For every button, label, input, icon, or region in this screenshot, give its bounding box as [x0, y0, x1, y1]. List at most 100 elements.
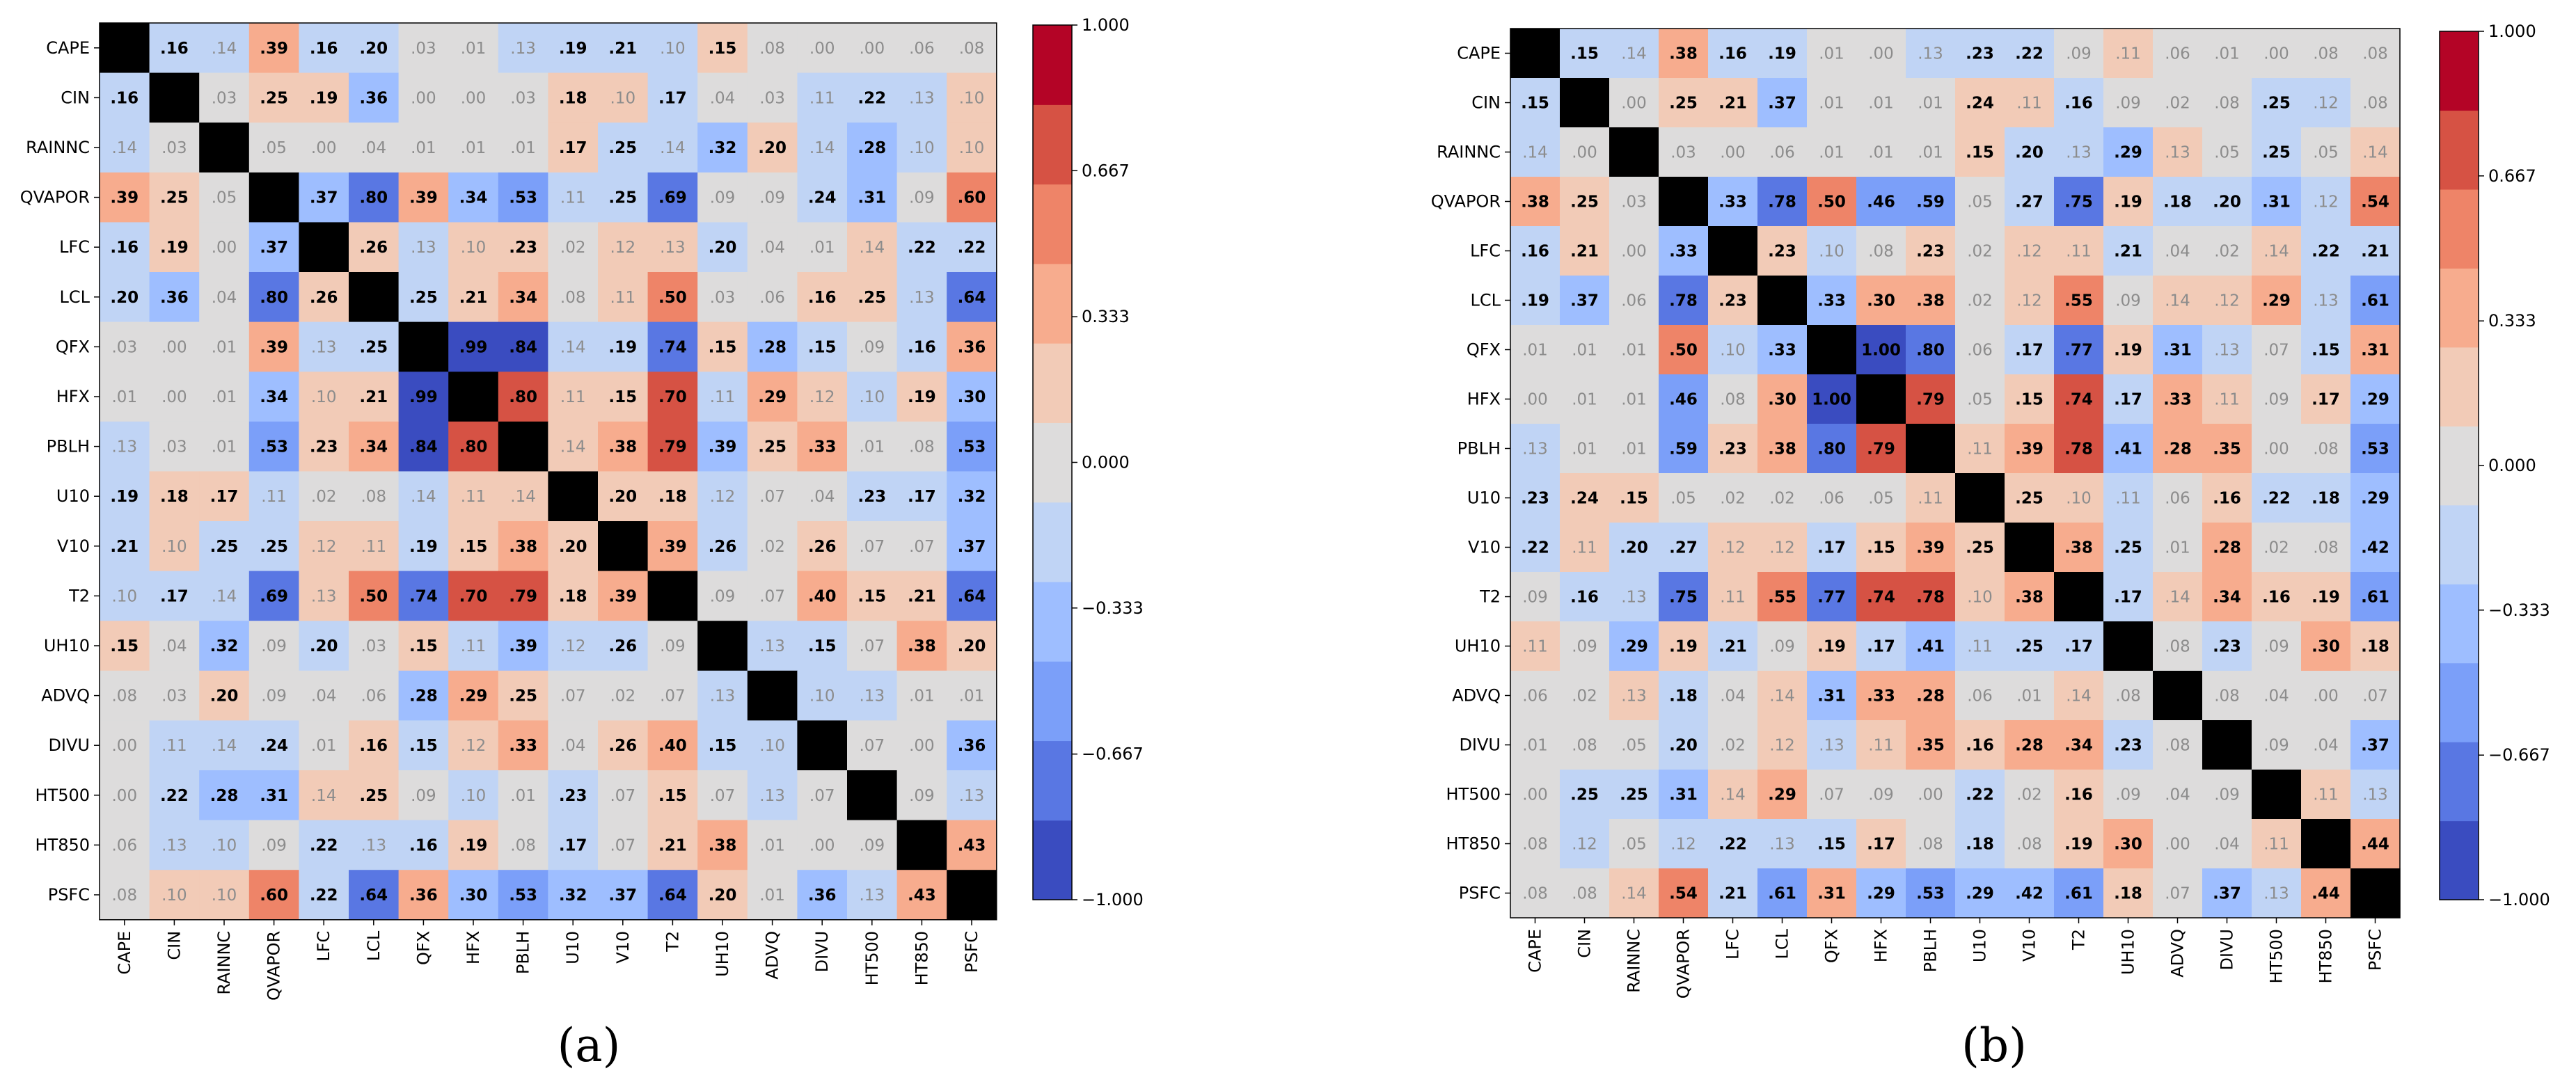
- heatmap-cell: [1609, 473, 1659, 523]
- cell-value-label: .07: [710, 787, 736, 805]
- cell-value-label: .25: [359, 338, 388, 356]
- heatmap-cell: [398, 372, 449, 422]
- cell-value-label: .10: [860, 388, 885, 406]
- heatmap-cell: [697, 222, 748, 273]
- heatmap-cell: [448, 272, 499, 323]
- cell-value-label: .25: [409, 289, 438, 307]
- cell-value-label: .69: [260, 587, 288, 605]
- heatmap-cell: [1659, 276, 1709, 326]
- colorbar-bin: [1033, 502, 1072, 582]
- heatmap-cell: [647, 421, 698, 472]
- cell-value-label: .01: [1819, 45, 1844, 63]
- cell-value-label: .25: [509, 687, 537, 706]
- cell-value-label: .00: [2263, 440, 2289, 459]
- cell-value-label: .09: [261, 637, 287, 655]
- cell-value-label: .15: [459, 538, 488, 556]
- y-tick-label: U10: [56, 486, 90, 506]
- cell-value-label: .14: [2066, 687, 2092, 706]
- cell-value-label: .61: [1768, 885, 1796, 903]
- heatmap-cell: [1906, 177, 1956, 227]
- x-tick-label: V10: [613, 931, 633, 964]
- cell-value-label: .25: [758, 438, 787, 456]
- heatmap-cell: [1659, 78, 1709, 128]
- cell-value-label: .05: [1621, 836, 1647, 854]
- heatmap-cell: [697, 670, 748, 721]
- cell-value-label: .59: [1916, 193, 1945, 212]
- y-tick-label: LFC: [59, 237, 90, 257]
- colorbar-bin: [2440, 662, 2479, 742]
- heatmap-cell: [1807, 78, 1857, 128]
- y-tick-label: PSFC: [1459, 884, 1501, 903]
- cell-value-label: .74: [658, 338, 687, 356]
- x-tick-label: DIVU: [812, 931, 832, 973]
- heatmap-cell: [1807, 671, 1857, 721]
- heatmap-cell: [747, 571, 798, 621]
- cell-value-label: .50: [1669, 342, 1698, 360]
- cell-value-label: .21: [359, 388, 388, 406]
- cell-value-label: .08: [2313, 539, 2339, 557]
- cell-value-label: .01: [1522, 342, 1548, 360]
- heatmap-cell: [847, 272, 898, 323]
- heatmap-cell: [299, 222, 349, 273]
- cell-value-label: .20: [310, 637, 338, 655]
- heatmap-cell: [2252, 621, 2302, 671]
- cell-value-label: .04: [2313, 737, 2339, 755]
- heatmap-cell: [2153, 325, 2203, 375]
- cell-value-label: .10: [1967, 589, 1993, 607]
- cell-value-label: .07: [1819, 786, 1844, 804]
- heatmap-cell: [2350, 621, 2401, 671]
- heatmap-cell: [398, 621, 449, 671]
- heatmap-cell: [548, 521, 599, 572]
- cell-value-label: .17: [2312, 391, 2340, 409]
- heatmap-cell: [847, 372, 898, 422]
- cell-value-label: .12: [1769, 539, 1795, 557]
- cell-value-label: .33: [509, 737, 537, 755]
- heatmap-cell: [199, 421, 250, 472]
- colorbar-bin: [1033, 740, 1072, 821]
- cell-value-label: .17: [559, 836, 587, 854]
- cell-value-label: .64: [958, 289, 986, 307]
- cell-value-label: .16: [2064, 786, 2093, 804]
- cell-value-label: .19: [2312, 589, 2340, 607]
- cell-value-label: .26: [608, 637, 637, 655]
- heatmap-cell: [1510, 473, 1560, 523]
- heatmap-cell: [398, 23, 449, 74]
- cell-value-label: .05: [1670, 490, 1696, 508]
- cell-value-label: .16: [1966, 737, 1994, 755]
- heatmap-cell: [747, 870, 798, 921]
- y-tick-label: HFX: [1467, 390, 1501, 409]
- heatmap-cell: [1757, 276, 1808, 326]
- cell-value-label: .43: [958, 836, 986, 854]
- cell-value-label: .02: [759, 538, 785, 556]
- heatmap-cell: [248, 72, 299, 123]
- heatmap-cell: [349, 122, 400, 173]
- heatmap-cell: [349, 770, 400, 821]
- heatmap-cell: [1510, 671, 1560, 721]
- cell-value-label: .09: [2115, 292, 2141, 310]
- cell-value-label: .36: [409, 886, 438, 905]
- heatmap-cell: [299, 172, 349, 223]
- cell-value-label: .04: [161, 637, 187, 655]
- heatmap-cell: [896, 172, 947, 223]
- cell-value-label: .15: [1817, 836, 1846, 854]
- heatmap-cell: [797, 521, 848, 572]
- heatmap-cell: [149, 471, 200, 522]
- cell-value-label: .18: [1966, 836, 1994, 854]
- heatmap-cell: [149, 770, 200, 821]
- cell-value-label: .09: [710, 189, 736, 207]
- heatmap-cell: [598, 870, 649, 921]
- y-tick-label: HT500: [1446, 785, 1501, 804]
- cell-value-label: .30: [2312, 638, 2340, 656]
- heatmap-cell: [398, 72, 449, 123]
- cell-value-label: .24: [808, 189, 837, 207]
- cell-value-label: .08: [2115, 687, 2141, 706]
- heatmap-cell: [1560, 325, 1610, 375]
- heatmap-cell: [299, 321, 349, 372]
- cell-value-label: .15: [110, 637, 139, 655]
- heatmap-cell: [248, 770, 299, 821]
- cell-value-label: .16: [409, 836, 438, 854]
- heatmap-cell: [1560, 720, 1610, 770]
- colorbar-tick-label: −0.333: [2488, 600, 2550, 620]
- heatmap-cell: [647, 372, 698, 422]
- colorbar-tick-label: 0.333: [1082, 307, 1130, 326]
